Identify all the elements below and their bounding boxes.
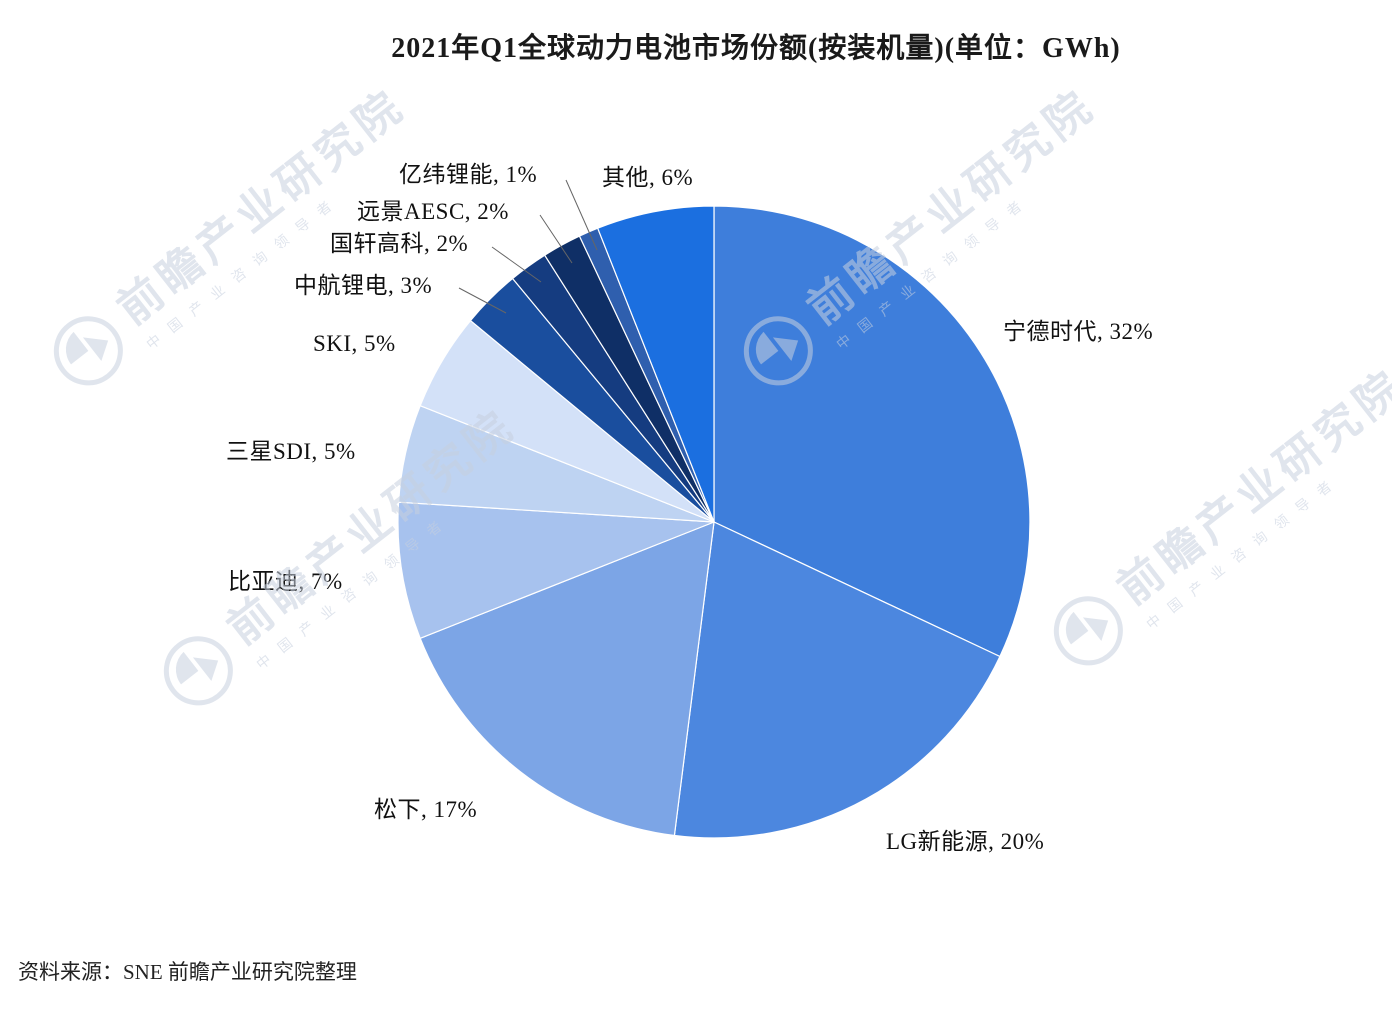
- leader-line-7: [491, 246, 542, 283]
- slice-label-5: SKI, 5%: [313, 331, 396, 356]
- pie-slice-2: [419, 521, 715, 837]
- slice-label-8: 远景AESC, 2%: [357, 199, 509, 224]
- slice-label-3: 比亚迪, 7%: [228, 569, 343, 594]
- slice-label-6: 中航锂电, 3%: [294, 273, 433, 298]
- slice-label-9: 亿纬锂能, 1%: [399, 162, 538, 187]
- slice-label-2: 松下, 17%: [374, 797, 478, 822]
- slice-label-0: 宁德时代, 32%: [1003, 319, 1154, 344]
- pie-slice-3: [397, 501, 715, 640]
- slice-label-4: 三星SDI, 5%: [226, 439, 356, 464]
- slice-label-10: 其他, 6%: [602, 165, 694, 190]
- slice-label-7: 国轩高科, 2%: [330, 231, 469, 256]
- leader-line-6: [458, 287, 507, 314]
- chart-title: 2021年Q1全球动力电池市场份额(按装机量)(单位：GWh): [391, 33, 1121, 64]
- slice-label-1: LG新能源, 20%: [886, 829, 1045, 854]
- source-note: 资料来源：SNE 前瞻产业研究院整理: [18, 960, 357, 984]
- pie-slice-1: [673, 521, 1001, 839]
- pie-slice-10: [596, 205, 715, 523]
- leader-line-9: [565, 179, 598, 251]
- leader-line-8: [539, 214, 573, 264]
